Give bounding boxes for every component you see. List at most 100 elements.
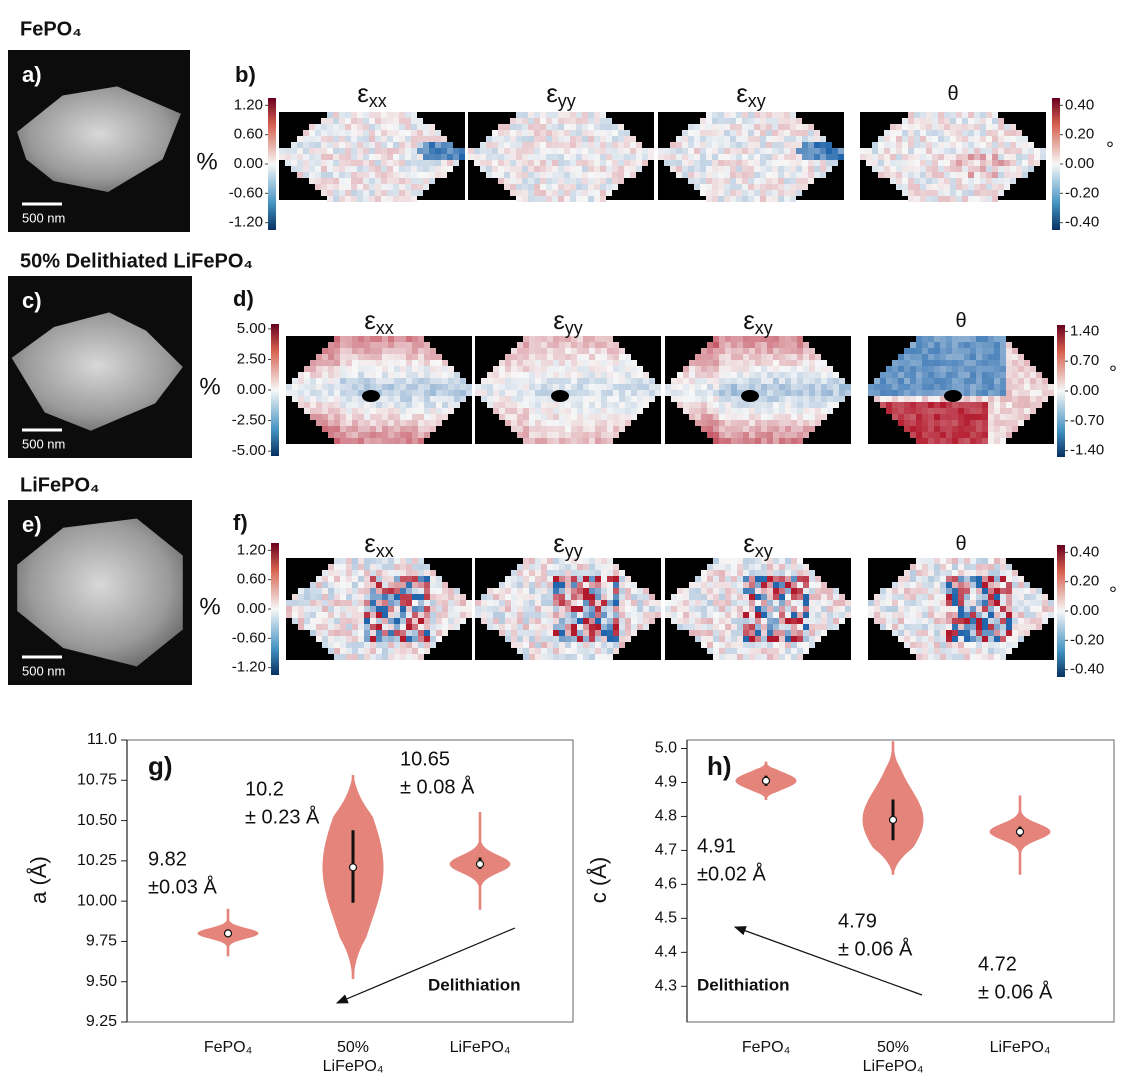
map-pixel bbox=[791, 588, 797, 594]
map-pixel bbox=[958, 378, 964, 384]
map-pixel bbox=[382, 636, 388, 642]
map-pixel bbox=[658, 154, 664, 160]
map-pixel bbox=[1030, 618, 1036, 624]
map-pixel bbox=[766, 160, 772, 166]
map-pixel bbox=[594, 130, 600, 136]
map-pixel bbox=[767, 606, 773, 612]
map-pixel bbox=[589, 426, 595, 432]
map-pixel bbox=[340, 348, 346, 354]
map-title: θ bbox=[955, 310, 966, 332]
map-pixel bbox=[700, 166, 706, 172]
map-pixel bbox=[499, 624, 505, 630]
map-pixel bbox=[1042, 612, 1048, 618]
map-pixel bbox=[1010, 142, 1016, 148]
map-pixel bbox=[932, 196, 938, 202]
map-pixel bbox=[994, 360, 1000, 366]
colorbar bbox=[1057, 545, 1065, 677]
map-pixel bbox=[767, 432, 773, 438]
map-pixel bbox=[815, 420, 821, 426]
map-pixel bbox=[529, 336, 535, 342]
map-pixel bbox=[761, 432, 767, 438]
map-pixel bbox=[1018, 618, 1024, 624]
map-pixel bbox=[1004, 166, 1010, 172]
map-pixel bbox=[523, 600, 529, 606]
map-pixel bbox=[964, 594, 970, 600]
map-pixel bbox=[577, 432, 583, 438]
map-pixel bbox=[707, 426, 713, 432]
colorbar-tick-label: -1.20 bbox=[232, 659, 266, 676]
map-pixel bbox=[577, 426, 583, 432]
map-pixel bbox=[1012, 378, 1018, 384]
map-pixel bbox=[442, 372, 448, 378]
map-pixel bbox=[352, 564, 358, 570]
map-pixel bbox=[400, 354, 406, 360]
map-pixel bbox=[773, 558, 779, 564]
map-pixel bbox=[334, 396, 340, 402]
map-pixel bbox=[601, 384, 607, 390]
map-pixel bbox=[436, 366, 442, 372]
map-pixel bbox=[725, 408, 731, 414]
map-pixel bbox=[636, 142, 642, 148]
map-pixel bbox=[892, 390, 898, 396]
map-pixel bbox=[534, 184, 540, 190]
map-pixel bbox=[731, 372, 737, 378]
map-pixel bbox=[583, 360, 589, 366]
map-pixel bbox=[643, 384, 649, 390]
map-pixel bbox=[364, 408, 370, 414]
map-pixel bbox=[880, 390, 886, 396]
map-pixel bbox=[649, 390, 655, 396]
map-pixel bbox=[358, 432, 364, 438]
map-pixel bbox=[974, 190, 980, 196]
map-pixel bbox=[412, 624, 418, 630]
map-pixel bbox=[1022, 148, 1028, 154]
map-pixel bbox=[430, 348, 436, 354]
map-pixel bbox=[595, 564, 601, 570]
map-pixel bbox=[466, 600, 472, 606]
map-pixel bbox=[351, 154, 357, 160]
map-pixel bbox=[559, 636, 565, 642]
map-pixel bbox=[904, 576, 910, 582]
map-pixel bbox=[946, 624, 952, 630]
map-pixel bbox=[772, 112, 778, 118]
map-pixel bbox=[346, 606, 352, 612]
map-pixel bbox=[964, 348, 970, 354]
map-pixel bbox=[826, 160, 832, 166]
map-pixel bbox=[352, 432, 358, 438]
map-pixel bbox=[547, 366, 553, 372]
map-pixel bbox=[916, 558, 922, 564]
map-pixel bbox=[327, 136, 333, 142]
map-pixel bbox=[382, 360, 388, 366]
map-pixel bbox=[582, 196, 588, 202]
map-pixel bbox=[706, 130, 712, 136]
map-pixel bbox=[766, 172, 772, 178]
map-pixel bbox=[737, 630, 743, 636]
map-pixel bbox=[607, 600, 613, 606]
map-pixel bbox=[381, 166, 387, 172]
map-pixel bbox=[376, 426, 382, 432]
map-pixel bbox=[932, 184, 938, 190]
map-pixel bbox=[619, 576, 625, 582]
map-pixel bbox=[938, 136, 944, 142]
map-pixel bbox=[387, 118, 393, 124]
map-pixel bbox=[910, 624, 916, 630]
map-pixel bbox=[328, 420, 334, 426]
map-pixel bbox=[731, 396, 737, 402]
map-pixel bbox=[565, 402, 571, 408]
map-pixel bbox=[498, 124, 504, 130]
map-pixel bbox=[908, 196, 914, 202]
map-pixel bbox=[541, 564, 547, 570]
map-pixel bbox=[625, 636, 631, 642]
map-pixel bbox=[791, 354, 797, 360]
map-pixel bbox=[418, 612, 424, 618]
colorbar-tick-label: -0.70 bbox=[1070, 412, 1104, 429]
map-pixel bbox=[968, 196, 974, 202]
map-pixel bbox=[334, 564, 340, 570]
map-pixel bbox=[1000, 636, 1006, 642]
map-pixel bbox=[976, 630, 982, 636]
map-pixel bbox=[962, 172, 968, 178]
map-pixel bbox=[588, 154, 594, 160]
map-pixel bbox=[994, 426, 1000, 432]
map-pixel bbox=[516, 148, 522, 154]
map-pixel bbox=[613, 372, 619, 378]
map-pixel bbox=[648, 148, 654, 154]
